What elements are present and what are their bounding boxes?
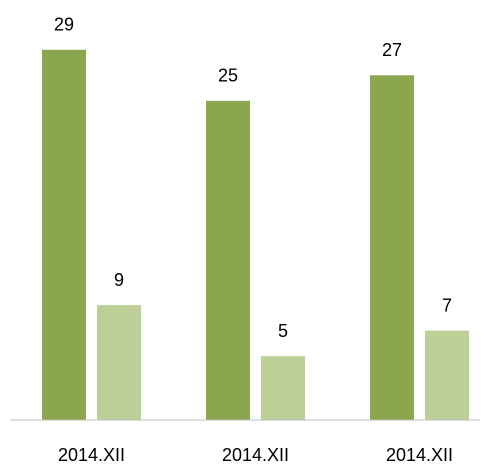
bar <box>42 49 86 421</box>
bar <box>425 330 469 420</box>
x-tick-label: 2014.XII <box>386 445 453 465</box>
bar <box>261 356 305 420</box>
bar <box>370 75 414 421</box>
data-label: 5 <box>278 321 288 341</box>
bar <box>97 305 141 420</box>
data-label: 9 <box>114 270 124 290</box>
data-label: 29 <box>54 15 74 35</box>
bar <box>206 100 250 420</box>
x-tick-label: 2014.XII <box>58 445 125 465</box>
x-tick-label: 2014.XII <box>222 445 289 465</box>
data-label: 25 <box>218 66 238 86</box>
data-label: 27 <box>382 40 402 60</box>
data-label: 7 <box>442 295 452 315</box>
